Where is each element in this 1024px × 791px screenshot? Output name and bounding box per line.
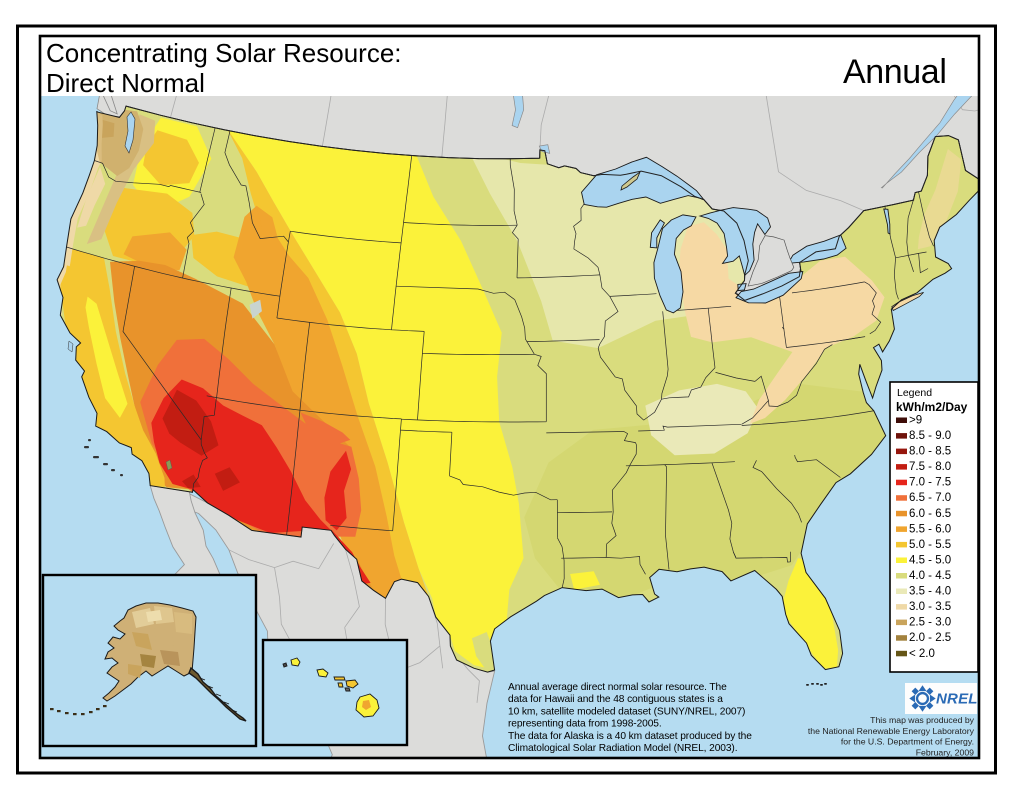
svg-text:8.0 - 8.5: 8.0 - 8.5 bbox=[909, 446, 951, 458]
svg-text:< 2.0: < 2.0 bbox=[909, 648, 935, 660]
svg-text:3.5 - 4.0: 3.5 - 4.0 bbox=[909, 586, 951, 598]
svg-text:Direct Normal: Direct Normal bbox=[46, 68, 205, 98]
svg-text:5.0 - 5.5: 5.0 - 5.5 bbox=[909, 539, 951, 551]
svg-text:representing data from 1998-20: representing data from 1998-2005. bbox=[508, 719, 662, 730]
svg-text:3.0 - 3.5: 3.0 - 3.5 bbox=[909, 601, 951, 613]
svg-text:7.0 - 7.5: 7.0 - 7.5 bbox=[909, 477, 951, 489]
svg-text:10 km, satellite modeled datas: 10 km, satellite modeled dataset (SUNY/N… bbox=[508, 706, 745, 717]
svg-text:Annual: Annual bbox=[843, 53, 946, 91]
svg-text:Concentrating Solar Resource:: Concentrating Solar Resource: bbox=[46, 38, 402, 68]
svg-text:8.5 - 9.0: 8.5 - 9.0 bbox=[909, 430, 951, 442]
svg-text:7.5 - 8.0: 7.5 - 8.0 bbox=[909, 461, 951, 473]
svg-text:February, 2009: February, 2009 bbox=[916, 747, 974, 757]
svg-text:Climatological Solar Radiation: Climatological Solar Radiation Model (NR… bbox=[508, 743, 737, 754]
svg-text:4.5 - 5.0: 4.5 - 5.0 bbox=[909, 555, 951, 567]
svg-text:The data for Alaska is a 40 km: The data for Alaska is a 40 km dataset p… bbox=[508, 731, 752, 742]
svg-text:Annual average direct normal s: Annual average direct normal solar resou… bbox=[508, 682, 727, 693]
svg-text:NREL: NREL bbox=[936, 691, 978, 708]
svg-text:Legend: Legend bbox=[897, 387, 932, 399]
svg-text:4.0 - 4.5: 4.0 - 4.5 bbox=[909, 570, 951, 582]
svg-text:data for Hawaii and the 48 con: data for Hawaii and the 48 contiguous st… bbox=[508, 694, 723, 705]
svg-text:>9: >9 bbox=[909, 415, 922, 427]
svg-text:2.5 - 3.0: 2.5 - 3.0 bbox=[909, 617, 951, 629]
svg-text:kWh/m2/Day: kWh/m2/Day bbox=[896, 400, 968, 414]
svg-text:the National Renewable Energy: the National Renewable Energy Laboratory bbox=[808, 726, 975, 736]
svg-text:6.0 - 6.5: 6.0 - 6.5 bbox=[909, 508, 951, 520]
svg-text:for the U.S. Department of Ene: for the U.S. Department of Energy. bbox=[841, 737, 974, 747]
svg-text:This map was produced by: This map was produced by bbox=[870, 715, 974, 725]
svg-text:6.5 - 7.0: 6.5 - 7.0 bbox=[909, 492, 951, 504]
svg-text:5.5 - 6.0: 5.5 - 6.0 bbox=[909, 523, 951, 535]
svg-text:2.0 - 2.5: 2.0 - 2.5 bbox=[909, 632, 951, 644]
